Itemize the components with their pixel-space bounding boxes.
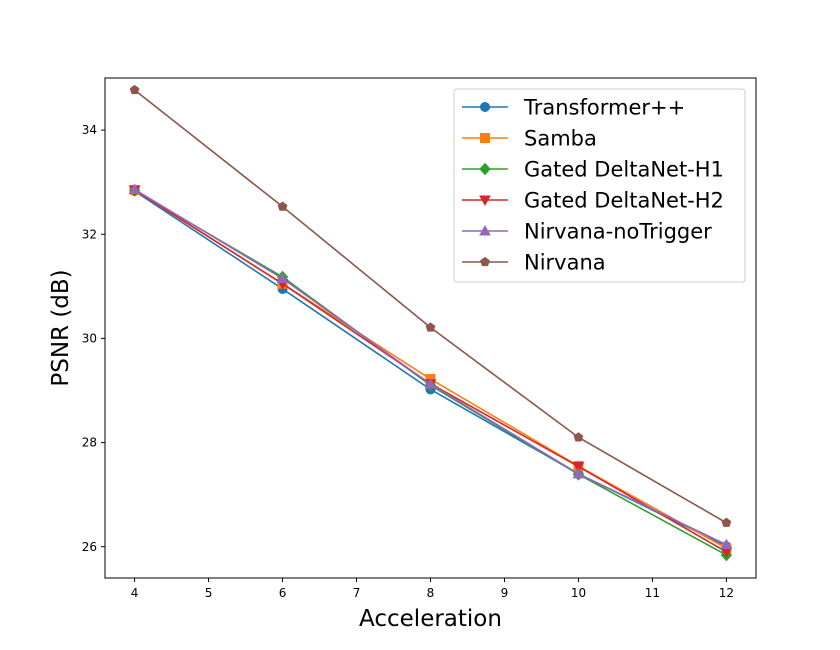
data-point bbox=[424, 378, 437, 389]
y-tick-label: 30 bbox=[82, 331, 97, 345]
x-tick-label: 6 bbox=[279, 586, 287, 600]
data-point bbox=[573, 432, 584, 442]
data-point bbox=[129, 84, 140, 95]
legend-label: Samba bbox=[524, 127, 597, 151]
legend-label: Gated DeltaNet-H1 bbox=[524, 158, 724, 182]
legend-item: Gated DeltaNet-H1 bbox=[462, 158, 724, 182]
legend-item: Transformer++ bbox=[462, 96, 685, 120]
x-tick-label: 10 bbox=[571, 586, 586, 600]
x-tick-label: 9 bbox=[501, 586, 509, 600]
plot-marks bbox=[128, 84, 733, 562]
legend-marker bbox=[479, 195, 491, 207]
data-point bbox=[720, 538, 733, 550]
legend-item: Gated DeltaNet-H2 bbox=[462, 189, 724, 213]
legend-marker bbox=[480, 133, 490, 143]
x-axis-ticks: 4 5 6 7 8 9 10 11 12 bbox=[131, 578, 734, 600]
series bbox=[128, 183, 733, 550]
legend-box bbox=[453, 88, 746, 283]
data-point bbox=[721, 517, 732, 527]
data-point bbox=[425, 322, 436, 332]
x-tick-label: 5 bbox=[205, 586, 213, 600]
legend-label: Transformer++ bbox=[523, 96, 685, 120]
x-tick-label: 7 bbox=[353, 586, 361, 600]
x-tick-label: 4 bbox=[131, 586, 139, 600]
legend-marker bbox=[480, 256, 490, 267]
x-tick-label: 11 bbox=[645, 586, 660, 600]
legend: Transformer++ Samba Gated DeltaNet-H1 Gated… bbox=[453, 88, 746, 283]
data-point bbox=[572, 462, 585, 473]
legend-item: Nirvana bbox=[462, 251, 606, 275]
legend-label: Gated DeltaNet-H2 bbox=[524, 189, 724, 213]
legend-item: Nirvana-noTrigger bbox=[462, 220, 712, 244]
y-tick-label: 28 bbox=[82, 436, 97, 450]
y-tick-label: 26 bbox=[82, 540, 97, 554]
legend-marker bbox=[479, 224, 491, 236]
y-axis-ticks: 26 28 30 32 34 bbox=[82, 123, 105, 554]
y-tick-label: 32 bbox=[82, 227, 97, 241]
data-point bbox=[277, 201, 288, 211]
data-point bbox=[128, 183, 141, 194]
data-point bbox=[572, 467, 585, 479]
y-axis-label: PSNR (dB) bbox=[48, 269, 74, 386]
x-axis-label: Acceleration bbox=[359, 606, 502, 632]
x-tick-label: 8 bbox=[427, 586, 435, 600]
series bbox=[129, 84, 732, 527]
data-point bbox=[276, 272, 289, 284]
legend-marker bbox=[479, 162, 491, 176]
legend-label: Nirvana-noTrigger bbox=[524, 220, 712, 244]
legend-marker bbox=[480, 102, 490, 112]
legend-label: Nirvana bbox=[524, 251, 606, 275]
legend-item: Samba bbox=[462, 127, 597, 151]
y-tick-label: 34 bbox=[82, 123, 97, 137]
x-tick-label: 12 bbox=[719, 586, 734, 600]
